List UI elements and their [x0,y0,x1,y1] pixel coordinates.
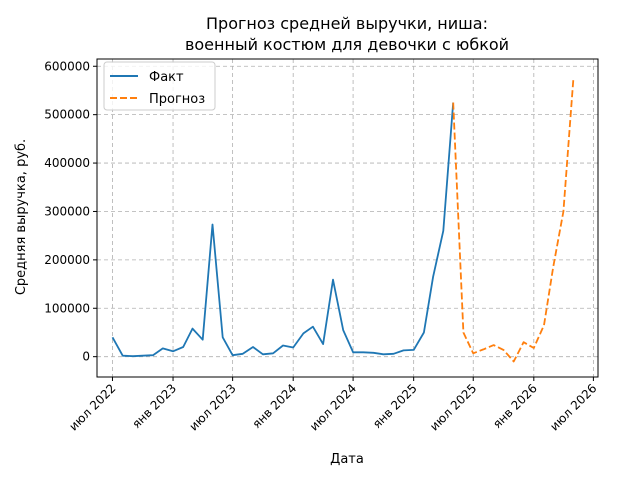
plot-frame [96,58,599,378]
y-tick-label: 500000 [44,108,90,122]
chart-title-line-1: Прогноз средней выручки, ниша: [206,14,488,33]
x-tick-label: янв 2024 [249,381,299,431]
x-tick-label: янв 2023 [129,381,179,431]
y-tick-label: 600000 [44,59,90,73]
x-tick-label: июл 2022 [66,381,118,433]
x-tick-label: июл 2025 [427,381,479,433]
x-tick-label: июл 2024 [307,381,359,433]
legend-label-fact: Факт [149,70,184,85]
x-tick-label: янв 2025 [370,381,420,431]
series-line-forecast [452,79,575,363]
x-tick-label: июл 2026 [547,381,599,433]
legend: Факт Прогноз [103,61,216,111]
grid-lines [97,59,598,377]
y-axis-label: Средняя выручка, руб. [14,139,29,295]
x-tick-label: янв 2026 [490,381,540,431]
chart-title-line-2: военный костюм для девочки с юбкой [185,35,509,54]
legend-label-forecast: Прогноз [149,92,205,107]
x-tick-label: июл 2023 [186,381,238,433]
series-line-fact [111,102,455,358]
y-tick-label: 400000 [44,156,90,170]
y-tick-label: 100000 [44,301,90,315]
y-tick-label: 200000 [44,253,90,267]
plot-area [111,79,575,363]
y-tick-label: 0 [82,350,90,364]
y-axis: 0 100000 200000 300000 400000 500000 600000 [44,59,97,364]
x-axis-label: Дата [330,452,364,467]
x-axis: июл 2022 янв 2023 июл 2023 янв 2024 июл 2024… [66,377,600,434]
y-tick-label: 300000 [44,204,90,218]
